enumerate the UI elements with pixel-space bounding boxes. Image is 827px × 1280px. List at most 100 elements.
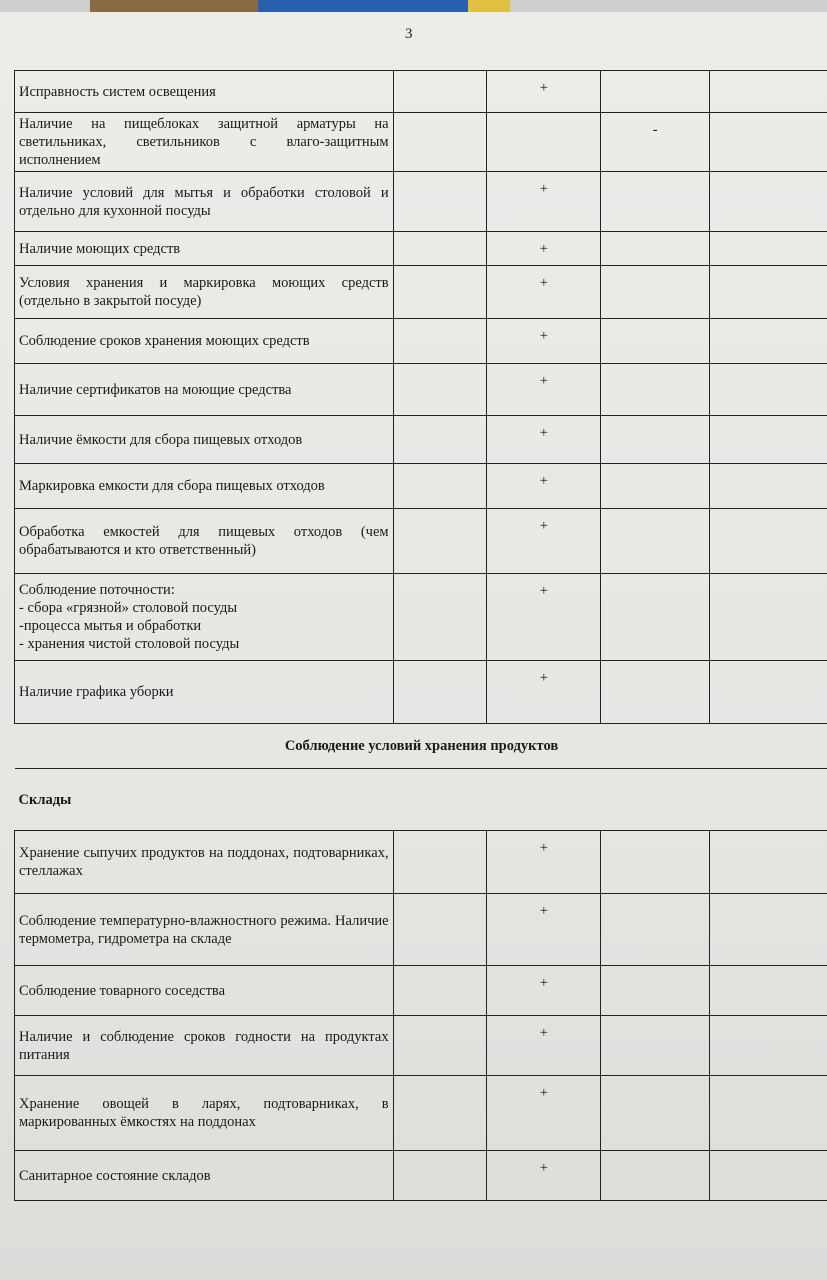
criterion-text: Хранение сыпучих продуктов на поддонах, …: [14, 830, 394, 894]
cell-col3-mark: [600, 265, 711, 319]
cell-col3-mark: [600, 893, 711, 966]
cell-col3-mark: [600, 70, 711, 113]
table-row: Хранение сыпучих продуктов на поддонах, …: [14, 830, 827, 894]
cell-col2-mark: [486, 112, 602, 172]
table-row: Соблюдение поточности: - сбора «грязной»…: [14, 573, 827, 661]
cell-col3-mark: [600, 1075, 711, 1151]
cell-col4: [709, 965, 827, 1016]
cell-col4: [709, 265, 827, 319]
cell-col2-mark: +: [486, 1015, 602, 1076]
cell-col4: [709, 463, 827, 509]
cell-col3-mark: [600, 463, 711, 509]
cell-col2-mark: +: [486, 1150, 602, 1201]
cell-col3-mark: [600, 171, 711, 232]
cell-col4: [709, 830, 827, 894]
criterion-text: Санитарное состояние складов: [14, 1150, 394, 1201]
cell-col2-mark: +: [486, 893, 602, 966]
page-number: 3: [405, 26, 413, 42]
table-row: Наличие на пищеблоках защитной арматуры …: [14, 112, 827, 172]
cell-col3-mark: [600, 318, 711, 364]
table-row: Наличие условий для мытья и обработки ст…: [14, 171, 827, 232]
cell-col4: [709, 415, 827, 464]
cell-col4: [709, 231, 827, 266]
cell-col4: [709, 573, 827, 661]
cell-col4: [709, 363, 827, 416]
cell-col3-mark: [600, 363, 711, 416]
table-row: Соблюдение сроков хранения моющих средст…: [14, 318, 827, 364]
cell-col1: [392, 1150, 488, 1201]
table-row: Санитарное состояние складов +: [14, 1150, 827, 1201]
section-row: Соблюдение условий хранения продуктов: [14, 723, 827, 769]
cell-col4: [709, 893, 827, 966]
criterion-text: Наличие на пищеблоках защитной арматуры …: [14, 112, 394, 172]
cell-col3-mark: [600, 231, 711, 266]
cell-col4: [709, 508, 827, 574]
table-row: Наличие и соблюдение сроков годности на …: [14, 1015, 827, 1076]
cell-col1: [392, 415, 488, 464]
cell-col1: [392, 660, 488, 724]
cell-col3-mark: [600, 1015, 711, 1076]
cell-col1: [392, 830, 488, 894]
cell-col1: [392, 363, 488, 416]
criterion-text: Наличие моющих средств: [14, 231, 394, 266]
cell-col1: [392, 508, 488, 574]
cell-col2-mark: +: [486, 965, 602, 1016]
cell-col4: [709, 660, 827, 724]
cell-col2-mark: +: [486, 573, 602, 661]
criterion-text: Исправность систем освещения: [14, 70, 394, 113]
criterion-text: Соблюдение товарного соседства: [14, 965, 394, 1016]
cell-col4: [709, 318, 827, 364]
subsection-row: Склады: [14, 768, 827, 831]
cell-col2-mark: +: [486, 508, 602, 574]
criterion-text: Соблюдение температурно-влажностного реж…: [14, 893, 394, 966]
table-row: Обработка емкостей для пищевых отходов (…: [14, 508, 827, 574]
cell-col1: [392, 318, 488, 364]
cell-col4: [709, 1150, 827, 1201]
cell-col1: [392, 70, 488, 113]
cell-col3-mark: [600, 415, 711, 464]
cell-col4: [709, 171, 827, 232]
cell-col3-mark: [600, 965, 711, 1016]
cell-col4: [709, 70, 827, 113]
cell-col2-mark: +: [486, 363, 602, 416]
cell-col1: [392, 231, 488, 266]
cell-col3-mark: [600, 573, 711, 661]
table-row: Наличие сертификатов на моющие средства …: [14, 363, 827, 416]
criterion-text: Хранение овощей в ларях, подтоварниках, …: [14, 1075, 394, 1151]
cell-col4: [709, 1075, 827, 1151]
criterion-text: Наличие графика уборки: [14, 660, 394, 724]
table-row: Наличие ёмкости для сбора пищевых отходо…: [14, 415, 827, 464]
cell-col2-mark: +: [486, 1075, 602, 1151]
criterion-text: Условия хранения и маркировка моющих сре…: [14, 265, 394, 319]
cell-col1: [392, 463, 488, 509]
cell-col2-mark: +: [486, 415, 602, 464]
table-row: Исправность систем освещения +: [14, 70, 827, 113]
table-row: Наличие моющих средств +: [14, 231, 827, 266]
criterion-text: Соблюдение поточности: - сбора «грязной»…: [14, 573, 394, 661]
cell-col1: [392, 1015, 488, 1076]
cell-col2-mark: +: [486, 463, 602, 509]
checklist-table: Исправность систем освещения + Наличие н…: [14, 70, 827, 1201]
criterion-text: Маркировка емкости для сбора пищевых отх…: [14, 463, 394, 509]
table-row: Маркировка емкости для сбора пищевых отх…: [14, 463, 827, 509]
cell-col3-mark: -: [600, 112, 711, 172]
cell-col2-mark: +: [486, 70, 602, 113]
cell-col1: [392, 265, 488, 319]
cell-col2-mark: +: [486, 318, 602, 364]
criterion-text: Наличие сертификатов на моющие средства: [14, 363, 394, 416]
cell-col4: [709, 1015, 827, 1076]
criterion-text: Наличие и соблюдение сроков годности на …: [14, 1015, 394, 1076]
criterion-text: Обработка емкостей для пищевых отходов (…: [14, 508, 394, 574]
table-row: Наличие графика уборки +: [14, 660, 827, 724]
cell-col1: [392, 171, 488, 232]
cell-col3-mark: [600, 830, 711, 894]
cell-col3-mark: [600, 1150, 711, 1201]
table-row: Условия хранения и маркировка моющих сре…: [14, 265, 827, 319]
cell-col2-mark: +: [486, 830, 602, 894]
cell-col3-mark: [600, 508, 711, 574]
criterion-text: Соблюдение сроков хранения моющих средст…: [14, 318, 394, 364]
criterion-text: Наличие ёмкости для сбора пищевых отходо…: [14, 415, 394, 464]
cell-col4: [709, 112, 827, 172]
cell-col2-mark: +: [486, 265, 602, 319]
cell-col2-mark: +: [486, 660, 602, 724]
